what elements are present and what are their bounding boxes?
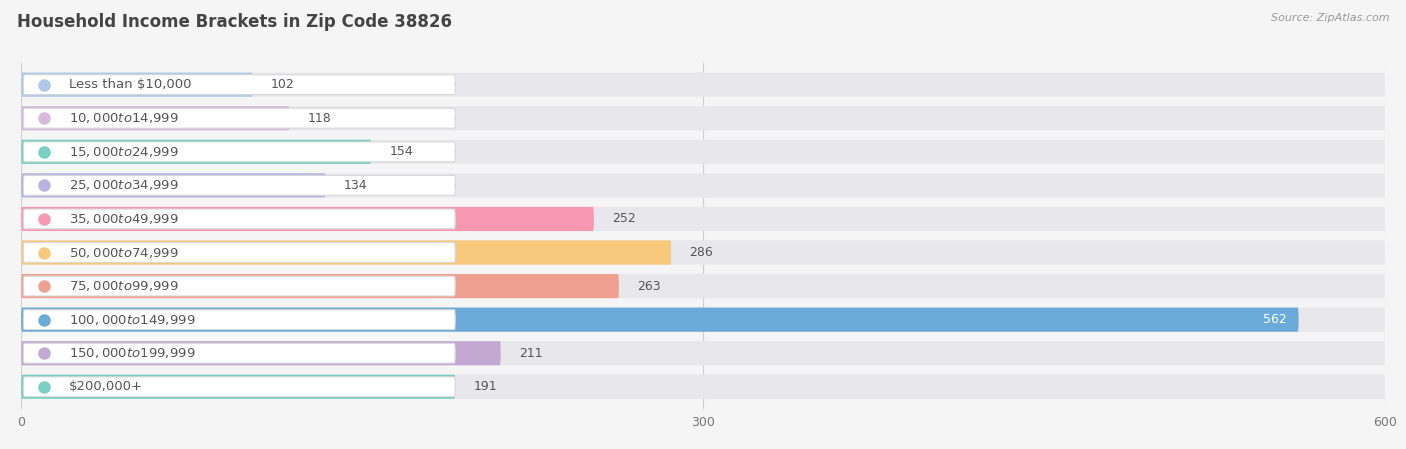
- FancyBboxPatch shape: [21, 240, 671, 264]
- FancyBboxPatch shape: [21, 73, 1385, 97]
- FancyBboxPatch shape: [24, 276, 456, 296]
- FancyBboxPatch shape: [21, 374, 1385, 399]
- FancyBboxPatch shape: [24, 242, 456, 262]
- Text: $200,000+: $200,000+: [69, 380, 143, 393]
- Text: $50,000 to $74,999: $50,000 to $74,999: [69, 246, 179, 260]
- Text: 134: 134: [344, 179, 367, 192]
- FancyBboxPatch shape: [21, 73, 253, 97]
- FancyBboxPatch shape: [24, 343, 456, 363]
- FancyBboxPatch shape: [21, 140, 371, 164]
- FancyBboxPatch shape: [21, 173, 1385, 198]
- Text: 286: 286: [689, 246, 713, 259]
- Text: 263: 263: [637, 280, 661, 293]
- FancyBboxPatch shape: [24, 310, 456, 330]
- Text: $75,000 to $99,999: $75,000 to $99,999: [69, 279, 179, 293]
- FancyBboxPatch shape: [21, 140, 1385, 164]
- Text: $150,000 to $199,999: $150,000 to $199,999: [69, 346, 195, 360]
- Text: 252: 252: [612, 212, 636, 225]
- FancyBboxPatch shape: [24, 142, 456, 162]
- FancyBboxPatch shape: [21, 308, 1385, 332]
- Text: 211: 211: [519, 347, 543, 360]
- Text: $35,000 to $49,999: $35,000 to $49,999: [69, 212, 179, 226]
- FancyBboxPatch shape: [21, 207, 593, 231]
- FancyBboxPatch shape: [21, 274, 1385, 298]
- FancyBboxPatch shape: [21, 341, 1385, 365]
- FancyBboxPatch shape: [24, 176, 456, 195]
- FancyBboxPatch shape: [24, 209, 456, 229]
- FancyBboxPatch shape: [24, 108, 456, 128]
- Text: Less than $10,000: Less than $10,000: [69, 78, 191, 91]
- FancyBboxPatch shape: [21, 240, 1385, 264]
- FancyBboxPatch shape: [21, 308, 1299, 332]
- FancyBboxPatch shape: [21, 374, 456, 399]
- FancyBboxPatch shape: [24, 75, 456, 95]
- Text: 102: 102: [271, 78, 295, 91]
- Text: Source: ZipAtlas.com: Source: ZipAtlas.com: [1271, 13, 1389, 23]
- Text: Household Income Brackets in Zip Code 38826: Household Income Brackets in Zip Code 38…: [17, 13, 451, 31]
- Text: 562: 562: [1264, 313, 1286, 326]
- Text: $100,000 to $149,999: $100,000 to $149,999: [69, 313, 195, 326]
- Text: 118: 118: [308, 112, 332, 125]
- FancyBboxPatch shape: [21, 106, 1385, 130]
- Text: 191: 191: [474, 380, 498, 393]
- Text: $15,000 to $24,999: $15,000 to $24,999: [69, 145, 179, 159]
- FancyBboxPatch shape: [21, 341, 501, 365]
- Text: $25,000 to $34,999: $25,000 to $34,999: [69, 178, 179, 192]
- Text: $10,000 to $14,999: $10,000 to $14,999: [69, 111, 179, 125]
- FancyBboxPatch shape: [21, 207, 1385, 231]
- FancyBboxPatch shape: [21, 106, 290, 130]
- Text: 154: 154: [389, 145, 413, 158]
- FancyBboxPatch shape: [24, 377, 456, 396]
- FancyBboxPatch shape: [21, 274, 619, 298]
- FancyBboxPatch shape: [21, 173, 326, 198]
